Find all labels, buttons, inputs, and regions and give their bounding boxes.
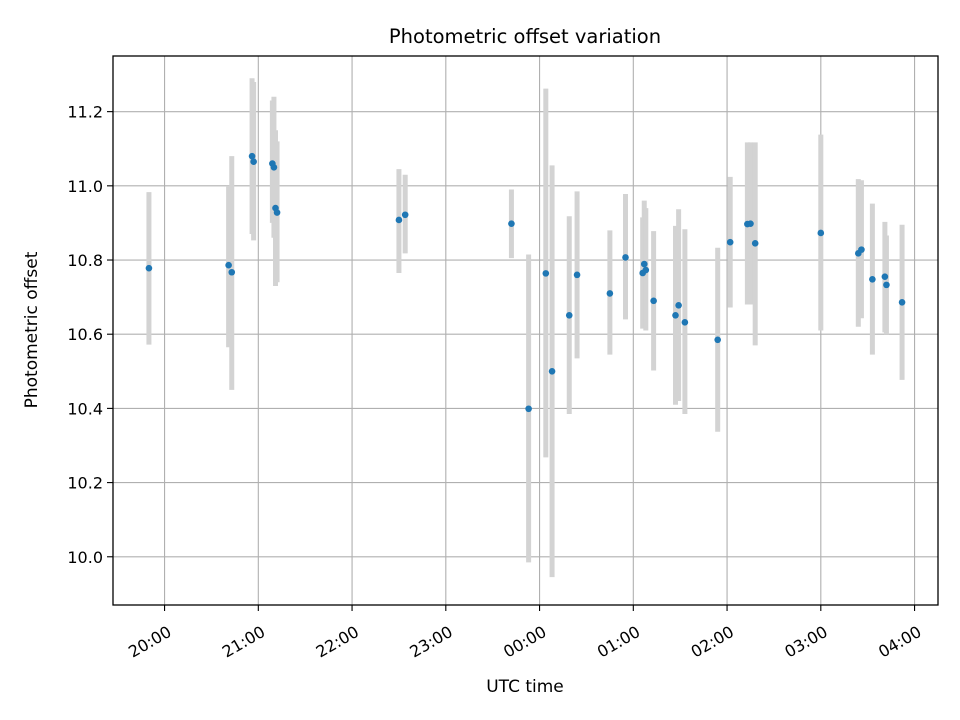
data-point (640, 260, 648, 268)
data-point (622, 254, 629, 261)
data-point (145, 264, 153, 272)
data-point (273, 209, 281, 216)
data-point (525, 405, 532, 413)
data-points (145, 152, 906, 413)
data-point (270, 163, 278, 171)
x-axis-label: UTC time (486, 677, 564, 697)
data-point (751, 240, 759, 247)
data-point (883, 281, 890, 289)
data-point (401, 211, 409, 219)
y-tick-label: 10.8 (67, 251, 103, 270)
data-point (881, 273, 889, 281)
data-point (542, 270, 550, 277)
data-point (714, 336, 721, 344)
y-tick-label: 10.0 (67, 548, 103, 567)
data-point (672, 311, 679, 319)
y-tick-label: 10.4 (67, 399, 103, 418)
plot-frame (112, 55, 939, 606)
data-point (573, 271, 581, 279)
data-point (248, 152, 256, 160)
y-tick-label: 11.0 (67, 177, 103, 196)
data-point (869, 276, 876, 283)
data-point (681, 319, 689, 326)
y-tick-label: 10.2 (67, 474, 103, 493)
data-point (747, 220, 754, 227)
data-point (642, 266, 650, 274)
data-point (565, 311, 573, 319)
y-tick-label: 10.6 (67, 325, 103, 344)
data-point (225, 261, 232, 269)
data-point (858, 246, 865, 253)
data-point (548, 368, 556, 375)
y-axis-label: Photometric offset (22, 251, 42, 408)
data-point (675, 301, 682, 309)
data-point (228, 268, 236, 276)
y-tick-label: 11.2 (67, 103, 103, 122)
data-point (250, 158, 257, 166)
data-point (650, 297, 657, 305)
y-axis-ticks: 10.0 10.2 10.4 10.6 10.8 11.0 11.2 (67, 103, 113, 567)
data-point (726, 238, 734, 246)
data-point (508, 220, 515, 227)
chart-title: Photometric offset variation (389, 25, 661, 48)
data-point (395, 216, 403, 224)
data-point (817, 229, 825, 237)
data-point (606, 290, 614, 297)
data-point (898, 299, 906, 306)
